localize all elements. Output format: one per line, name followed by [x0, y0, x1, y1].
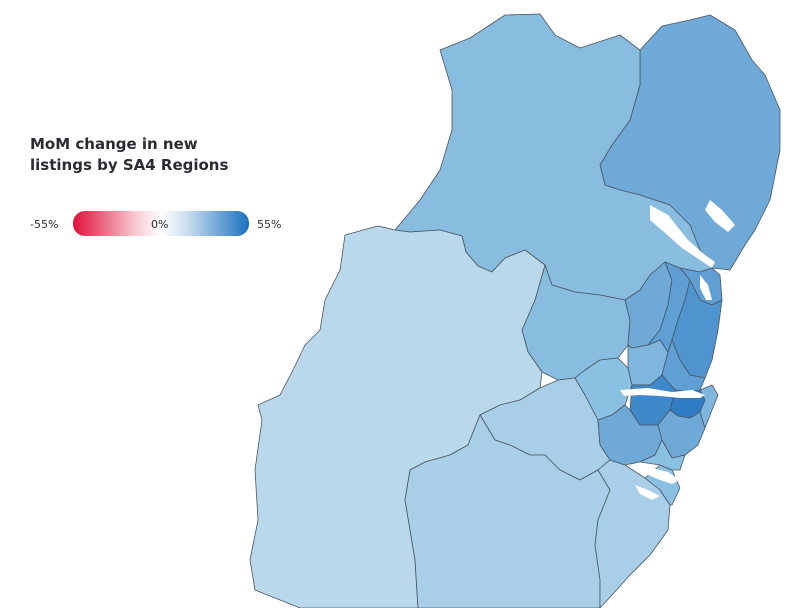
waterways	[620, 200, 735, 500]
legend-mid-label: 0%	[151, 218, 169, 231]
legend-color-bar	[73, 211, 249, 236]
region-eastern-suburbs[interactable]	[699, 384, 719, 429]
legend-title-line2: listings by SA4 Regions	[30, 156, 229, 174]
legend-min-label: -55%	[30, 218, 59, 231]
legend-title-line1: MoM change in new	[30, 135, 198, 153]
region-murray[interactable]	[404, 414, 611, 608]
legend-title: MoM change in new listings by SA4 Region…	[30, 134, 270, 176]
legend-max-label: 55%	[257, 218, 282, 231]
region-macarthur[interactable]	[639, 439, 686, 471]
